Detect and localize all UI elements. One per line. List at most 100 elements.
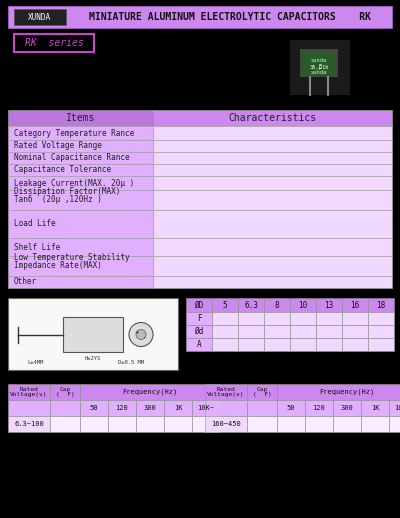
Bar xyxy=(153,110,392,126)
Text: Impedance Rate(MAX): Impedance Rate(MAX) xyxy=(14,262,102,270)
Text: Leakage Current(MAX. 20μ ): Leakage Current(MAX. 20μ ) xyxy=(14,179,134,188)
Bar xyxy=(14,9,66,25)
Bar xyxy=(153,140,392,152)
Text: 300: 300 xyxy=(341,405,353,411)
Text: 35,β1h: 35,β1h xyxy=(309,64,329,70)
Bar xyxy=(153,276,392,288)
Text: XUNDA: XUNDA xyxy=(28,12,52,22)
Bar xyxy=(186,338,212,351)
Bar xyxy=(8,126,153,140)
Bar xyxy=(8,140,153,152)
Bar xyxy=(368,312,394,325)
Text: 120: 120 xyxy=(313,405,325,411)
Bar xyxy=(108,400,136,416)
Bar xyxy=(264,312,290,325)
Bar xyxy=(8,384,50,400)
Bar xyxy=(205,416,247,432)
Text: 50: 50 xyxy=(287,405,295,411)
Bar xyxy=(389,416,400,432)
Bar xyxy=(342,338,368,351)
Bar xyxy=(247,416,277,432)
Bar xyxy=(290,325,316,338)
Bar xyxy=(316,338,342,351)
Bar xyxy=(153,238,392,256)
Bar xyxy=(153,176,392,190)
Bar xyxy=(164,416,192,432)
Bar xyxy=(153,164,392,176)
Bar xyxy=(361,400,389,416)
Bar xyxy=(192,400,220,416)
Text: 18: 18 xyxy=(376,300,386,309)
Bar xyxy=(50,384,80,400)
Bar xyxy=(277,416,305,432)
Bar xyxy=(153,210,392,238)
Bar xyxy=(192,416,220,432)
Bar xyxy=(333,400,361,416)
Bar xyxy=(8,210,153,238)
Text: xunda: xunda xyxy=(311,70,327,76)
Text: Category Temperature Rance: Category Temperature Rance xyxy=(14,128,134,137)
Bar xyxy=(205,384,247,400)
Bar xyxy=(368,325,394,338)
Text: Load Life: Load Life xyxy=(14,220,56,228)
Bar xyxy=(80,416,108,432)
Bar xyxy=(238,312,264,325)
Text: D±0.5 MM: D±0.5 MM xyxy=(118,359,144,365)
Bar xyxy=(277,384,400,400)
Bar xyxy=(238,325,264,338)
Text: Rated
Voltage(v): Rated Voltage(v) xyxy=(207,386,245,397)
Bar xyxy=(8,190,153,210)
Bar xyxy=(153,190,392,210)
Circle shape xyxy=(129,323,153,347)
Text: 10K~: 10K~ xyxy=(394,405,400,411)
Text: Frequency(Hz): Frequency(Hz) xyxy=(122,388,178,395)
Bar xyxy=(212,312,238,325)
Bar xyxy=(389,400,400,416)
Text: F: F xyxy=(197,314,201,323)
Text: 300: 300 xyxy=(144,405,156,411)
Bar xyxy=(264,298,290,312)
Text: MINIATURE ALUMINUM ELECTROLYTIC CAPACITORS    RK: MINIATURE ALUMINUM ELECTROLYTIC CAPACITO… xyxy=(89,12,371,22)
Text: 50: 50 xyxy=(90,405,98,411)
Bar xyxy=(316,312,342,325)
Text: 160~450: 160~450 xyxy=(211,421,241,427)
Text: Capacitance Tolerance: Capacitance Tolerance xyxy=(14,165,111,175)
Text: L±4MM: L±4MM xyxy=(28,359,44,365)
Text: Low Temperature Stability: Low Temperature Stability xyxy=(14,253,130,263)
Bar xyxy=(342,298,368,312)
Text: 1K: 1K xyxy=(174,405,182,411)
Text: Rated
Voltage(v): Rated Voltage(v) xyxy=(10,386,48,397)
Bar xyxy=(63,317,123,352)
Bar xyxy=(247,384,277,400)
Text: Dissipation Factor(MAX): Dissipation Factor(MAX) xyxy=(14,188,120,196)
Bar xyxy=(50,416,80,432)
Bar xyxy=(342,312,368,325)
Text: 10: 10 xyxy=(298,300,308,309)
Bar xyxy=(368,298,394,312)
Bar xyxy=(8,298,178,370)
Bar xyxy=(8,110,153,126)
Bar xyxy=(153,152,392,164)
Bar xyxy=(50,400,80,416)
Text: 16: 16 xyxy=(350,300,360,309)
Bar xyxy=(361,416,389,432)
Bar xyxy=(247,400,277,416)
Text: 13: 13 xyxy=(324,300,334,309)
Text: Other: Other xyxy=(14,278,37,286)
Bar xyxy=(8,164,153,176)
Bar xyxy=(186,298,212,312)
Bar xyxy=(300,49,338,77)
Bar xyxy=(212,338,238,351)
Text: Characteristics: Characteristics xyxy=(228,113,316,123)
Text: Tanδ  (20μ ,120Hz ): Tanδ (20μ ,120Hz ) xyxy=(14,195,102,205)
Bar xyxy=(290,312,316,325)
Text: Cap
(  F): Cap ( F) xyxy=(56,386,74,397)
Bar xyxy=(333,416,361,432)
Text: 10K~: 10K~ xyxy=(198,405,214,411)
Bar xyxy=(290,298,316,312)
Bar xyxy=(238,338,264,351)
Bar xyxy=(136,416,164,432)
Bar xyxy=(80,400,108,416)
Bar xyxy=(305,400,333,416)
Bar xyxy=(186,312,212,325)
